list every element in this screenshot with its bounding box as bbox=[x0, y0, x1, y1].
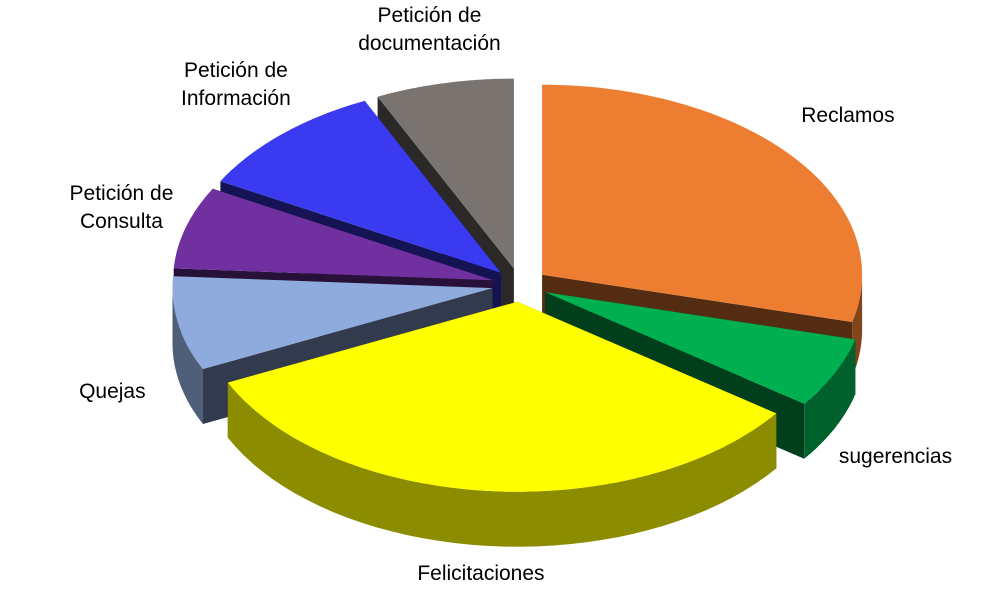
slice-label: Reclamos bbox=[801, 104, 895, 128]
slice bbox=[227, 301, 777, 492]
slice-label: Quejas bbox=[79, 379, 146, 403]
slice-label: sugerencias bbox=[838, 445, 953, 469]
slice bbox=[542, 84, 863, 322]
slice-wall bbox=[172, 288, 203, 424]
slice bbox=[173, 188, 494, 281]
slice-label: Felicitaciones bbox=[417, 562, 545, 585]
slice bbox=[172, 276, 493, 369]
slice bbox=[220, 100, 501, 273]
slice-label: Petición de Consulta bbox=[69, 182, 174, 234]
slice-wall bbox=[227, 382, 777, 547]
slice bbox=[545, 292, 856, 404]
slice-label: Petición de Información bbox=[181, 58, 291, 110]
slice-label: Petición de documentación bbox=[358, 4, 501, 55]
slice bbox=[377, 78, 514, 269]
slice-wall bbox=[804, 339, 856, 459]
